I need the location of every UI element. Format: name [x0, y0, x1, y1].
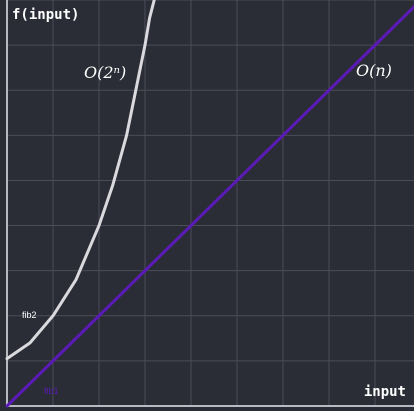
y-axis-label: f(input) — [12, 7, 79, 23]
x-axis-label: input — [364, 384, 406, 400]
axes — [6, 0, 414, 407]
annotation-fib1: O(n) — [356, 61, 392, 80]
series-group — [5, 0, 414, 408]
series-line-fib1 — [5, 4, 414, 408]
grid — [7, 0, 414, 406]
annotation-fib2: O(2ⁿ) — [84, 63, 126, 82]
series-label-fib1: fib1 — [44, 386, 59, 396]
series-line-fib2 — [5, 0, 156, 361]
series-label-fib2: fib2 — [22, 310, 37, 320]
